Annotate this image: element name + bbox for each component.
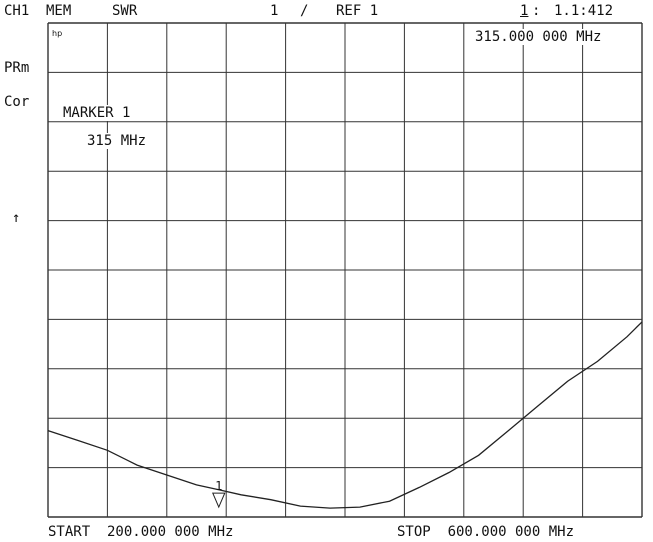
parameter-annotation: PRm [4, 60, 30, 76]
memory-label: MEM [46, 3, 72, 19]
correction-annotation: Cor [4, 94, 30, 110]
marker-triangle-icon [212, 492, 226, 509]
start-frequency: START 200.000 000 MHz [48, 524, 234, 540]
reference-value: REF 1 [336, 3, 379, 19]
marker-frequency-readout: 315.000 000 MHz [475, 29, 602, 45]
marker-number-label: 1 [215, 479, 222, 493]
hp-logo: hp [52, 29, 63, 38]
marker-swr-readout: 1.1:412 [554, 3, 614, 19]
format-label: SWR [112, 3, 138, 19]
swr-trace [47, 321, 643, 509]
marker-box-title: MARKER 1 [63, 105, 131, 121]
channel-label: CH1 [4, 3, 30, 19]
active-marker-number: 1 [520, 3, 529, 19]
stop-frequency: STOP 600.000 000 MHz [397, 524, 575, 540]
reference-position-arrow-icon: ↑ [12, 210, 21, 226]
active-marker-separator: : [532, 3, 541, 19]
marker-1: 1 [212, 479, 226, 509]
graticule [47, 22, 643, 518]
scale-per-div: 1 [270, 3, 279, 19]
marker-box-frequency: 315 MHz [87, 133, 147, 149]
scale-separator: / [300, 3, 309, 19]
